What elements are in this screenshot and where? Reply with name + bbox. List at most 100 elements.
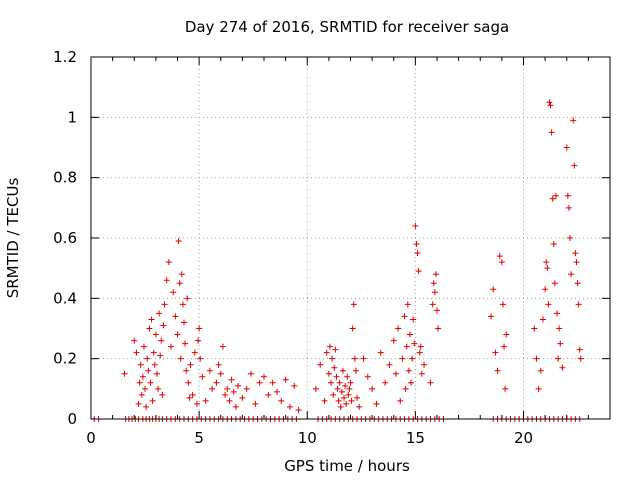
data-point xyxy=(155,385,162,392)
data-point xyxy=(291,382,298,389)
data-point xyxy=(427,379,434,386)
data-point xyxy=(345,391,352,398)
grid-lines xyxy=(91,57,610,419)
data-point xyxy=(172,313,179,320)
data-point xyxy=(342,382,349,389)
x-tick-labels: 0 5 10 15 20 xyxy=(86,429,533,447)
data-point xyxy=(430,280,437,287)
data-series-srmtid xyxy=(91,99,584,422)
data-point xyxy=(206,367,213,374)
data-point xyxy=(178,271,185,278)
data-point xyxy=(373,400,380,407)
data-point xyxy=(349,325,356,332)
data-point xyxy=(321,397,328,404)
data-point xyxy=(317,361,324,368)
data-point xyxy=(147,379,154,386)
data-point xyxy=(191,349,198,356)
data-point xyxy=(333,373,340,380)
y-tick-label: 0.2 xyxy=(53,350,77,368)
data-point xyxy=(153,370,160,377)
data-point xyxy=(543,259,550,266)
data-point xyxy=(224,385,231,392)
data-point xyxy=(347,379,354,386)
y-tick-label: 1 xyxy=(67,108,77,126)
data-point xyxy=(337,403,344,410)
chart-title: Day 274 of 2016, SRMTID for receiver sag… xyxy=(185,18,509,36)
data-point xyxy=(494,367,501,374)
data-point xyxy=(202,397,209,404)
data-point xyxy=(415,268,422,275)
data-point xyxy=(545,301,552,308)
data-point xyxy=(346,385,353,392)
data-point xyxy=(411,340,418,347)
data-point xyxy=(282,376,289,383)
data-point xyxy=(409,355,416,362)
data-point xyxy=(539,316,546,323)
data-point xyxy=(356,403,363,410)
y-tick-label: 1.2 xyxy=(53,48,77,66)
data-point xyxy=(490,286,497,293)
data-point xyxy=(219,343,226,350)
data-point xyxy=(295,406,302,413)
data-point xyxy=(351,355,358,362)
data-point xyxy=(576,346,583,353)
data-point xyxy=(554,310,561,317)
data-point xyxy=(256,379,263,386)
data-point xyxy=(334,385,341,392)
data-point xyxy=(265,391,272,398)
data-point xyxy=(158,337,165,344)
data-point xyxy=(159,391,166,398)
data-point xyxy=(145,367,152,374)
data-point xyxy=(156,310,163,317)
data-point xyxy=(163,277,170,284)
data-point xyxy=(239,394,246,401)
data-point xyxy=(496,253,503,260)
data-point xyxy=(151,361,158,368)
axis-ticks xyxy=(90,56,610,420)
data-point xyxy=(343,400,350,407)
data-point xyxy=(332,346,339,353)
data-point xyxy=(556,325,563,332)
data-point xyxy=(121,370,128,377)
data-point xyxy=(364,373,371,380)
data-point xyxy=(142,385,149,392)
data-point xyxy=(160,322,167,329)
x-tick-label: 20 xyxy=(514,429,533,447)
data-point xyxy=(261,373,267,380)
data-point xyxy=(175,238,182,245)
data-point xyxy=(377,349,384,356)
y-tick-label: 0.4 xyxy=(53,289,77,307)
data-point xyxy=(137,361,144,368)
data-point xyxy=(404,301,411,308)
data-point xyxy=(369,385,376,392)
data-point xyxy=(542,286,549,293)
data-point xyxy=(413,241,420,248)
x-axis-label: GPS time / hours xyxy=(284,457,410,475)
plot-frame xyxy=(90,56,611,420)
data-point xyxy=(499,301,506,308)
data-point xyxy=(170,289,177,296)
data-point xyxy=(243,385,250,392)
data-point xyxy=(549,195,556,202)
data-point xyxy=(547,102,554,109)
data-point xyxy=(503,331,510,338)
data-point xyxy=(382,379,389,386)
data-point xyxy=(228,376,235,383)
data-point xyxy=(392,370,399,377)
data-point xyxy=(555,355,562,362)
data-point xyxy=(572,250,579,257)
data-point xyxy=(565,204,572,211)
data-point xyxy=(325,370,332,377)
data-point xyxy=(573,259,580,266)
data-point xyxy=(577,355,584,362)
data-point xyxy=(402,385,409,392)
data-point xyxy=(286,403,293,410)
data-point xyxy=(138,391,145,398)
x-tick-label: 5 xyxy=(194,429,204,447)
x-tick-label: 0 xyxy=(86,429,96,447)
y-tick-label: 0.6 xyxy=(53,229,77,247)
data-point xyxy=(182,340,189,347)
data-point xyxy=(544,265,551,272)
data-point xyxy=(197,355,204,362)
